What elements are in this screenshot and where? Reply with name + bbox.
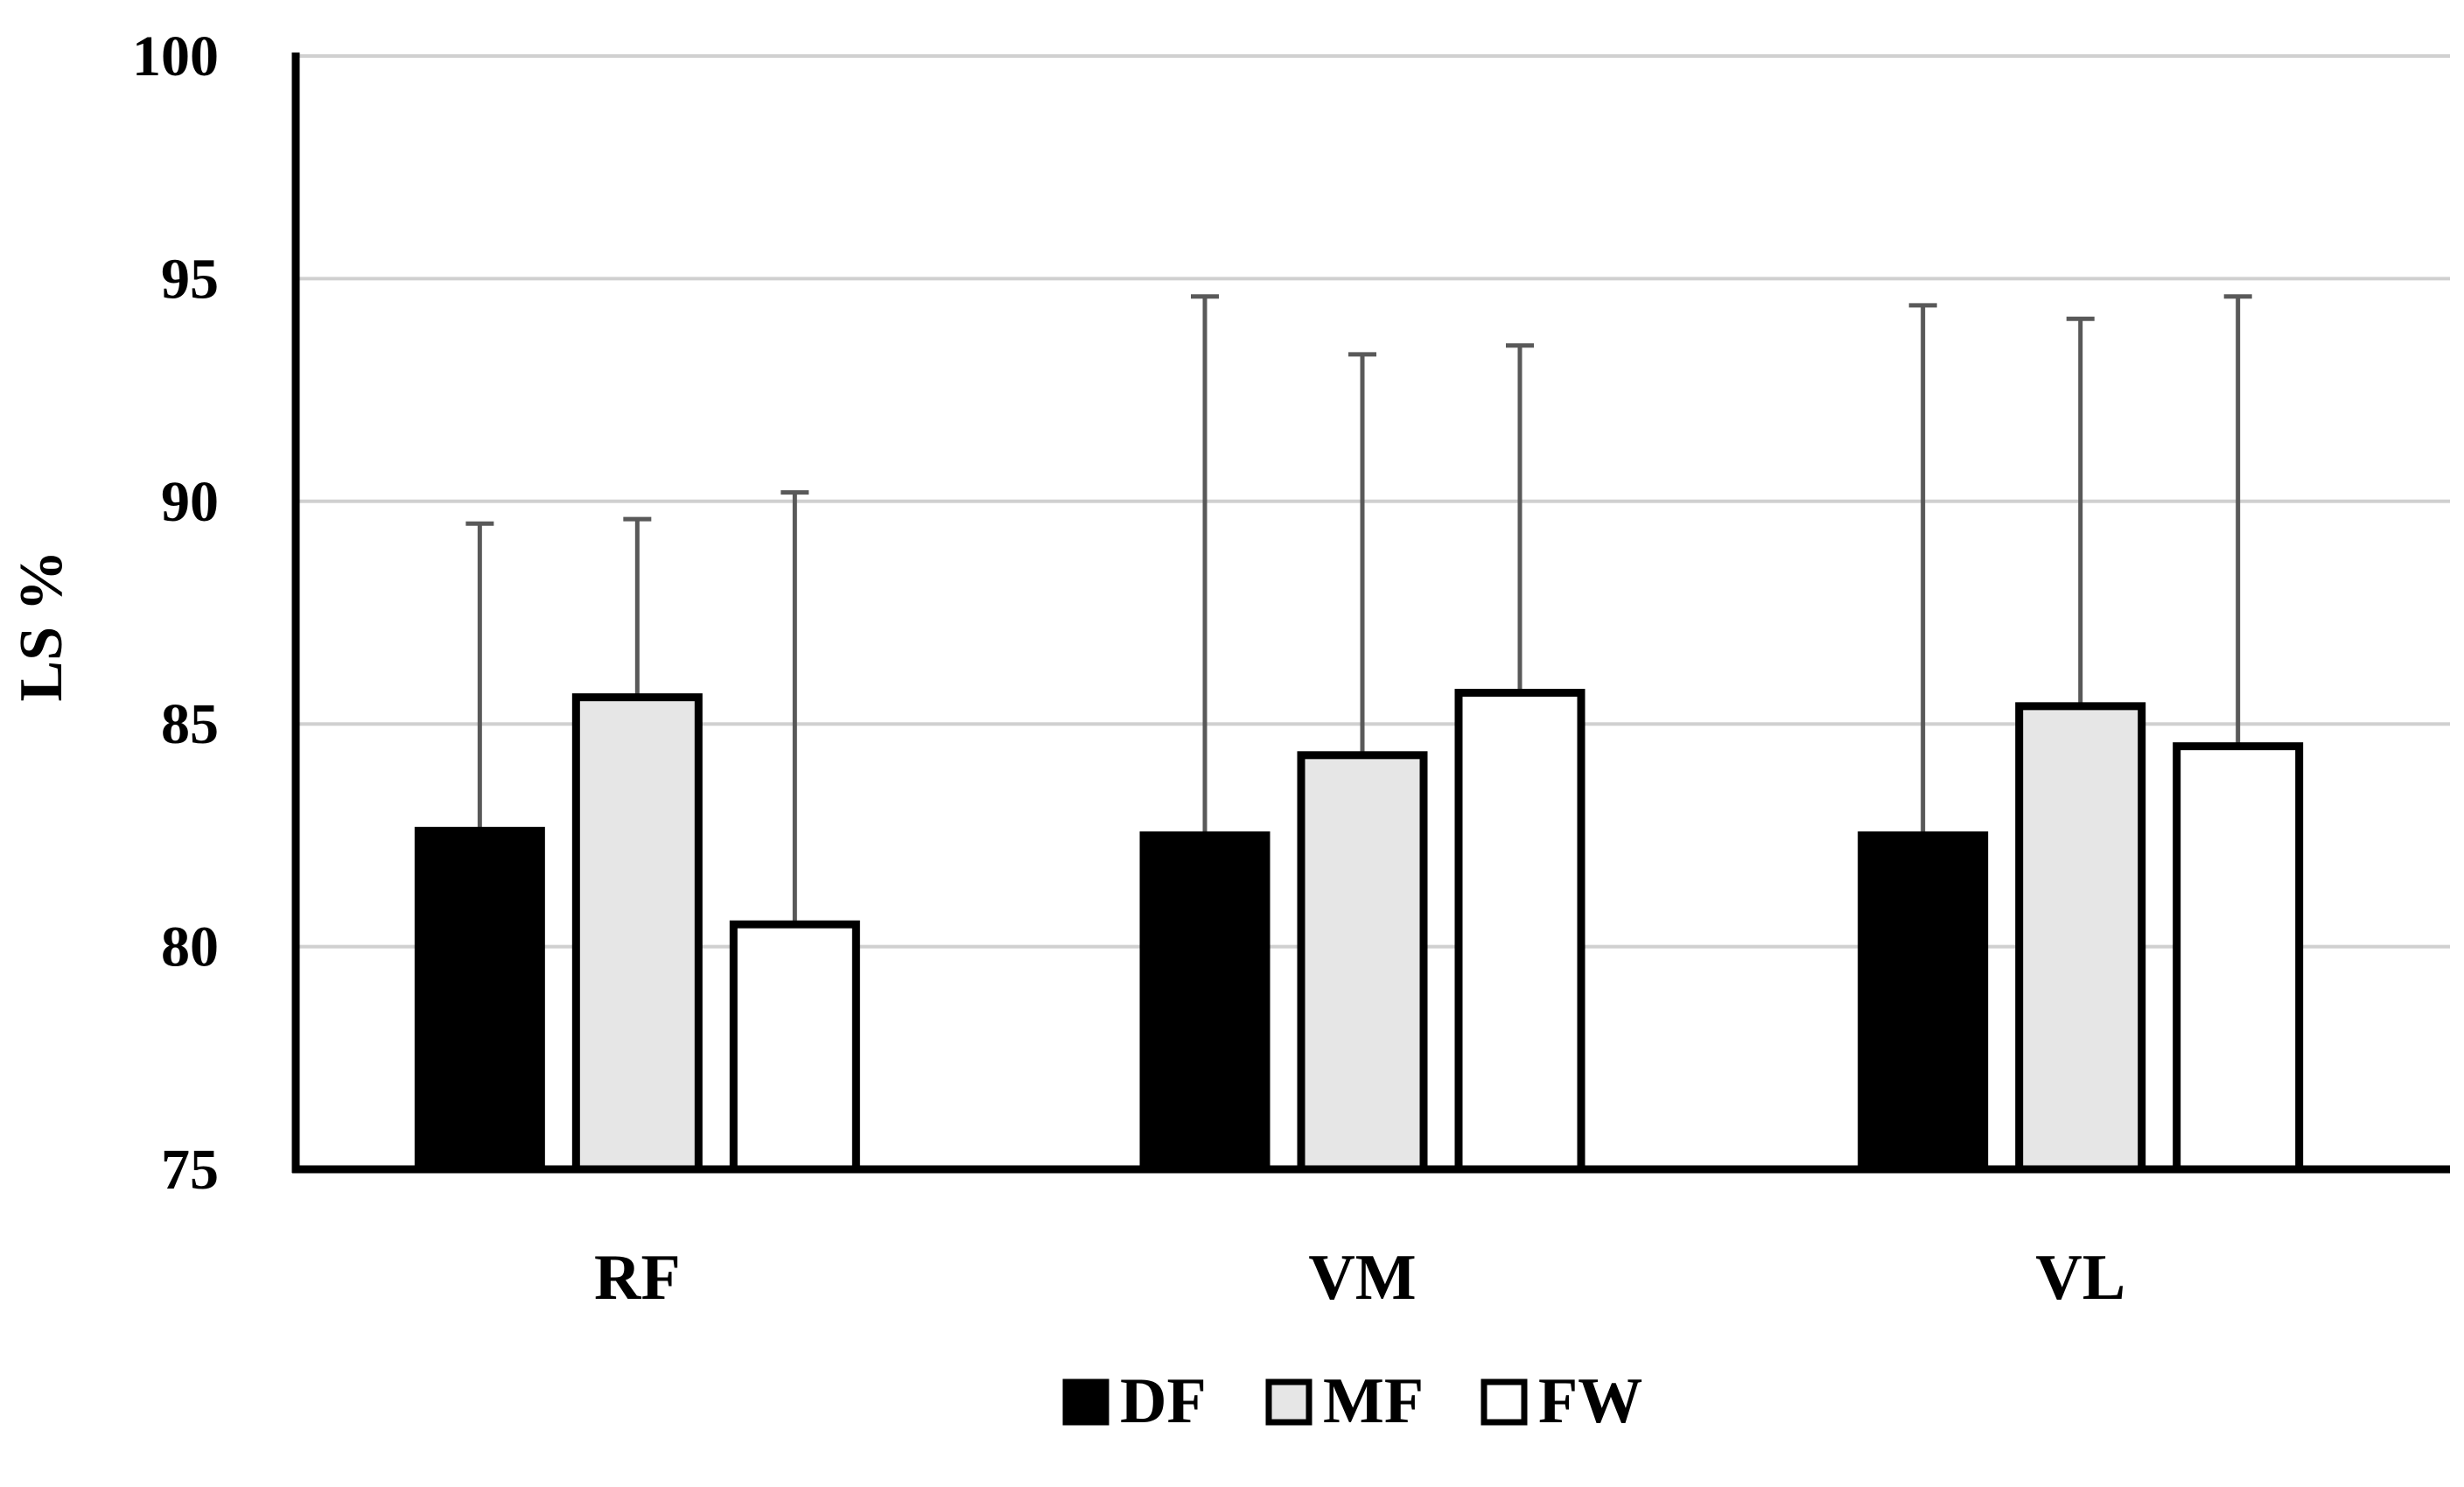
y-tick-labels: 75 80 85 90 95 100 <box>132 25 219 1202</box>
y-axis-title: LS % <box>8 550 75 701</box>
bar-fw-rf <box>729 920 860 1174</box>
bar-df-rf <box>414 826 545 1174</box>
bar-mf-vm <box>1297 751 1428 1174</box>
legend-label-fw: FW <box>1538 1365 1642 1437</box>
legend: DF MF FW <box>1062 1365 1642 1437</box>
legend-label-mf: MF <box>1323 1365 1424 1437</box>
bar-mf-vl <box>2015 702 2146 1174</box>
bar-fw-vl <box>2173 742 2304 1174</box>
y-tick-label: 90 <box>161 470 219 534</box>
y-tick-label: 95 <box>161 247 219 311</box>
legend-swatch-fw <box>1480 1378 1528 1426</box>
axes <box>291 53 2450 1174</box>
error-bars <box>466 294 2252 925</box>
bar-df-vl <box>1858 831 1989 1174</box>
y-tick-label: 75 <box>161 1138 219 1202</box>
legend-label-df: DF <box>1120 1365 1207 1437</box>
bar-df-vm <box>1139 831 1270 1174</box>
bar-fw-vm <box>1454 689 1586 1174</box>
x-category-label: RF <box>594 1242 681 1314</box>
legend-swatch-mf <box>1265 1378 1312 1426</box>
x-category-labels: RF VM VL <box>594 1242 2125 1314</box>
legend-swatch-df <box>1062 1378 1110 1426</box>
y-tick-label: 85 <box>161 692 219 756</box>
bars <box>414 689 2304 1174</box>
y-tick-label: 100 <box>132 25 219 88</box>
x-category-label: VM <box>1308 1242 1416 1314</box>
y-tick-label: 80 <box>161 915 219 979</box>
bar-mf-rf <box>571 693 703 1174</box>
x-category-label: VL <box>2035 1242 2125 1314</box>
